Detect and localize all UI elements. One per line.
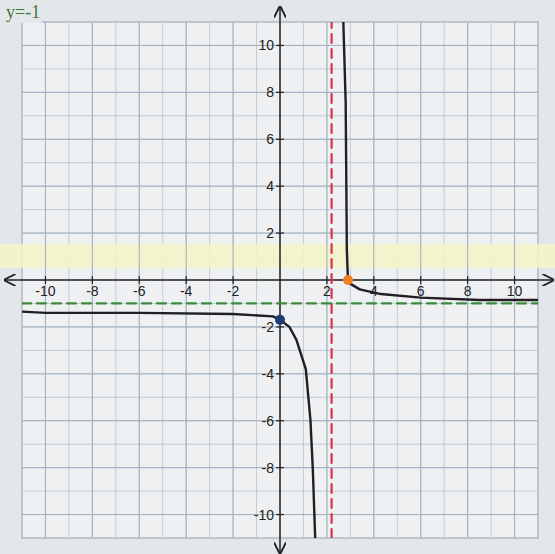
point [275, 315, 285, 325]
grid-line [186, 22, 187, 538]
tick-label: -6 [262, 413, 275, 429]
tick-label: -4 [180, 283, 193, 299]
tick-label: -6 [133, 283, 146, 299]
tick-label: 2 [266, 225, 274, 241]
paper-line [22, 326, 538, 327]
grid-line [22, 139, 538, 140]
tick [276, 514, 284, 515]
paper-line [92, 22, 93, 538]
asymptote [22, 302, 538, 304]
y-axis [279, 8, 281, 552]
grid-line [22, 92, 538, 93]
tick [276, 373, 284, 374]
tick [276, 326, 284, 327]
curve [343, 22, 538, 300]
grid-line [92, 22, 93, 538]
paper-line [22, 420, 538, 421]
grid-line [22, 420, 538, 421]
tick-label: -10 [254, 507, 274, 523]
paper-line [22, 514, 538, 515]
paper-line [22, 233, 538, 234]
tick [276, 467, 284, 468]
paper-line [22, 303, 538, 304]
tick-label: 10 [507, 283, 523, 299]
paper-line [139, 22, 140, 538]
tick-label: -10 [35, 283, 55, 299]
grid-line [45, 22, 46, 538]
paper-line [22, 92, 538, 93]
grid-line [22, 467, 538, 468]
tick [276, 139, 284, 140]
tick-label: -2 [262, 319, 275, 335]
grid-line [22, 45, 538, 46]
highlight [0, 244, 555, 268]
paper-line [22, 45, 538, 46]
point [343, 275, 353, 285]
tick-label: 8 [266, 84, 274, 100]
paper-line [420, 22, 421, 538]
paper-line [186, 22, 187, 538]
grid-line [22, 233, 538, 234]
grid-line [22, 186, 538, 187]
tick-label: 8 [464, 283, 472, 299]
paper-line [22, 186, 538, 187]
tick [276, 186, 284, 187]
tick-label: 4 [266, 178, 274, 194]
paper-line [326, 22, 327, 538]
grid-line [467, 22, 468, 538]
tick-label: -8 [86, 283, 99, 299]
paper-line [233, 22, 234, 538]
grid-line [22, 326, 538, 327]
paper-line [22, 373, 538, 374]
tick-label: -2 [227, 283, 240, 299]
annotation: y=-1 [6, 2, 40, 22]
annotation-bg [4, 1, 42, 23]
chart: -10-8-6-4-2246810-10-8-6-4-2246810y=-1 [0, 0, 555, 554]
asymptote [331, 22, 333, 538]
paper-line [514, 22, 515, 538]
grid-line [326, 22, 327, 538]
tick [276, 420, 284, 421]
ticks: -10-8-6-4-2246810-10-8-6-4-2246810 [35, 37, 522, 522]
paper-line [45, 22, 46, 538]
grid-line [373, 22, 374, 538]
x-axis [6, 279, 552, 281]
grid-line [514, 22, 515, 538]
tick-label: 6 [266, 131, 274, 147]
curve [22, 312, 315, 538]
tick-label: -4 [262, 366, 275, 382]
grid-line [22, 373, 538, 374]
paper [0, 0, 555, 554]
paper-line [22, 467, 538, 468]
tick [276, 92, 284, 93]
tick [276, 232, 284, 233]
tick-label: -8 [262, 460, 275, 476]
paper-line [22, 139, 538, 140]
series [22, 22, 538, 538]
tick [276, 45, 284, 46]
tick-label: 10 [258, 37, 274, 53]
paper-line [467, 22, 468, 538]
grid-line [233, 22, 234, 538]
tick-label: 2 [323, 283, 331, 299]
grid-line [420, 22, 421, 538]
grid-line [139, 22, 140, 538]
paper-line [373, 22, 374, 538]
grid-line [22, 514, 538, 515]
